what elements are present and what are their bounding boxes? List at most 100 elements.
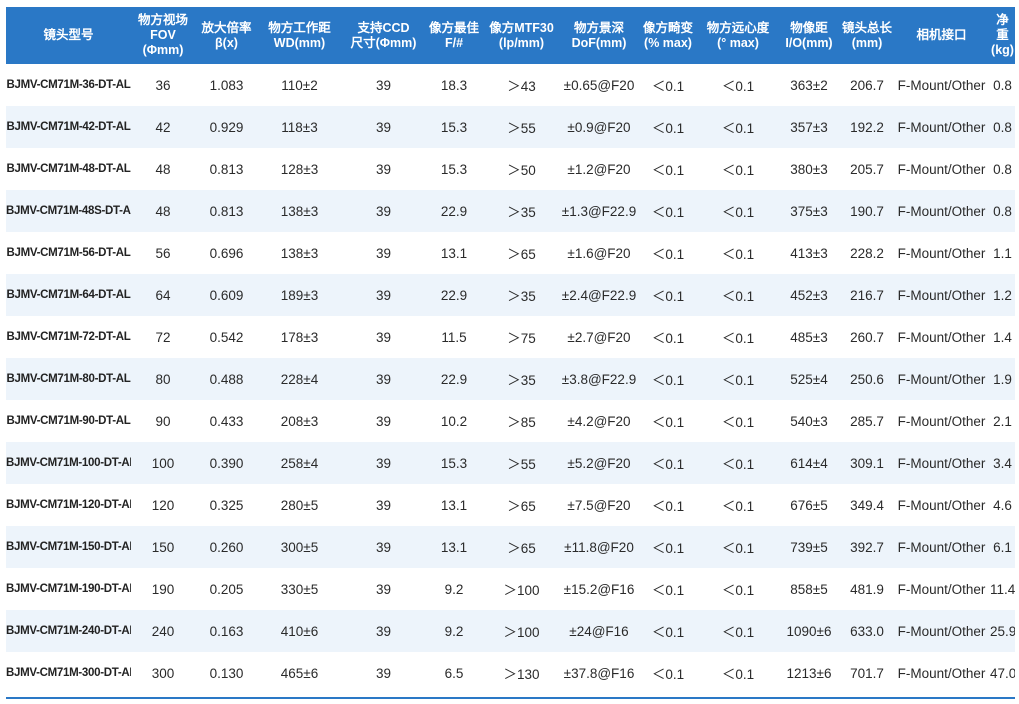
- spec-cell: ＜0.1: [637, 526, 699, 568]
- table-row: BJMV-CM71M-300-DT-AL 300 0.130 465±6 39 6.5 ＞1…: [6, 652, 1015, 694]
- spec-cell: 39: [341, 442, 426, 484]
- table-row: BJMV-CM71M-90-DT-AL 90 0.433 208±3 39 10.2 ＞85…: [6, 400, 1015, 442]
- spec-cell: 216.7: [841, 274, 893, 316]
- spec-cell: 633.0: [841, 610, 893, 652]
- spec-cell: 206.7: [841, 64, 893, 106]
- spec-cell: ±15.2@F16: [561, 568, 637, 610]
- spec-cell: ＞100: [482, 610, 561, 652]
- spec-cell: ＞85: [482, 400, 561, 442]
- column-header-line: 物方视场: [137, 13, 188, 27]
- table-row: BJMV-CM71M-42-DT-AL 42 0.929 118±3 39 15.3 ＞55…: [6, 106, 1015, 148]
- spec-cell: F-Mount/Other: [893, 64, 990, 106]
- spec-cell: 39: [341, 190, 426, 232]
- column-header-line: 尺寸(Φmm): [350, 35, 417, 50]
- spec-cell: ±11.8@F20: [561, 526, 637, 568]
- spec-cell: ＜0.1: [699, 652, 777, 694]
- spec-cell: 0.8: [990, 148, 1015, 190]
- spec-cell: 465±6: [258, 652, 341, 694]
- spec-cell: 128±3: [258, 148, 341, 190]
- spec-cell: 39: [341, 484, 426, 526]
- table-bottom-rule: [6, 697, 1015, 699]
- model-cell: BJMV-CM71M-56-DT-AL: [6, 232, 131, 274]
- spec-cell: 3.4: [990, 442, 1015, 484]
- spec-cell: 410±6: [258, 610, 341, 652]
- spec-cell: 110±2: [258, 64, 341, 106]
- spec-cell: 392.7: [841, 526, 893, 568]
- spec-cell: ＜0.1: [637, 442, 699, 484]
- spec-cell: 178±3: [258, 316, 341, 358]
- column-header: 净重 (kg): [990, 7, 1015, 64]
- spec-cell: 15.3: [426, 148, 482, 190]
- column-header: 物方视场 FOV (Φmm): [131, 7, 195, 64]
- model-cell: BJMV-CM71M-72-DT-AL: [6, 316, 131, 358]
- spec-cell: 39: [341, 148, 426, 190]
- spec-cell: ＜0.1: [699, 442, 777, 484]
- spec-cell: ±1.3@F22.9: [561, 190, 637, 232]
- spec-cell: 240: [131, 610, 195, 652]
- model-cell: BJMV-CM71M-150-DT-AL: [6, 526, 131, 568]
- spec-cell: ＜0.1: [637, 568, 699, 610]
- spec-cell: ＞55: [482, 106, 561, 148]
- spec-cell: 0.8: [990, 106, 1015, 148]
- spec-cell: 300: [131, 652, 195, 694]
- spec-cell: 18.3: [426, 64, 482, 106]
- spec-cell: ＜0.1: [637, 190, 699, 232]
- model-cell: BJMV-CM71M-100-DT-AL: [6, 442, 131, 484]
- spec-cell: 485±3: [777, 316, 841, 358]
- column-header-line: (% max): [644, 35, 692, 50]
- spec-cell: 39: [341, 232, 426, 274]
- spec-cell: 39: [341, 274, 426, 316]
- column-header: 镜头总长 (mm): [841, 7, 893, 64]
- spec-cell: 701.7: [841, 652, 893, 694]
- spec-cell: 100: [131, 442, 195, 484]
- spec-cell: 1.1: [990, 232, 1015, 274]
- spec-cell: F-Mount/Other: [893, 652, 990, 694]
- table-row: BJMV-CM71M-72-DT-AL 72 0.542 178±3 39 11.5 ＞75…: [6, 316, 1015, 358]
- table-row: BJMV-CM71M-150-DT-AL 150 0.260 300±5 39 13.1 ＞…: [6, 526, 1015, 568]
- spec-cell: 0.325: [195, 484, 258, 526]
- spec-cell: 11.5: [426, 316, 482, 358]
- spec-cell: F-Mount/Other: [893, 400, 990, 442]
- model-cell: BJMV-CM71M-48S-DT-AL: [6, 190, 131, 232]
- spec-cell: ＜0.1: [699, 148, 777, 190]
- spec-cell: 309.1: [841, 442, 893, 484]
- column-header-line: 物像距: [790, 20, 828, 35]
- column-header: 物方远心度 (° max): [699, 7, 777, 64]
- spec-cell: F-Mount/Other: [893, 568, 990, 610]
- column-header-line: 物方景深: [573, 20, 624, 35]
- column-header: 物方工作距 WD(mm): [258, 7, 341, 64]
- spec-cell: 228±4: [258, 358, 341, 400]
- spec-cell: ＜0.1: [637, 484, 699, 526]
- column-header-line: 相机接口: [916, 28, 967, 42]
- spec-cell: 39: [341, 316, 426, 358]
- spec-cell: 118±3: [258, 106, 341, 148]
- spec-cell: 39: [341, 64, 426, 106]
- spec-cell: 0.696: [195, 232, 258, 274]
- model-cell: BJMV-CM71M-80-DT-AL: [6, 358, 131, 400]
- spec-cell: ＜0.1: [699, 316, 777, 358]
- spec-cell: 330±5: [258, 568, 341, 610]
- spec-cell: 80: [131, 358, 195, 400]
- spec-cell: ＜0.1: [637, 652, 699, 694]
- spec-cell: ±1.6@F20: [561, 232, 637, 274]
- column-header-line: (° max): [717, 35, 759, 50]
- spec-cell: ＞65: [482, 526, 561, 568]
- spec-cell: ＞55: [482, 442, 561, 484]
- column-header-line: 支持CCD: [357, 20, 410, 35]
- column-header-line: I/O(mm): [785, 35, 833, 50]
- spec-cell: 0.433: [195, 400, 258, 442]
- spec-cell: F-Mount/Other: [893, 274, 990, 316]
- model-cell: BJMV-CM71M-36-DT-AL: [6, 64, 131, 106]
- spec-cell: ＜0.1: [637, 358, 699, 400]
- table-row: BJMV-CM71M-56-DT-AL 56 0.696 138±3 39 13.1 ＞65…: [6, 232, 1015, 274]
- spec-cell: ＞100: [482, 568, 561, 610]
- spec-cell: 9.2: [426, 568, 482, 610]
- spec-cell: ＜0.1: [637, 64, 699, 106]
- spec-cell: 64: [131, 274, 195, 316]
- spec-cell: 676±5: [777, 484, 841, 526]
- spec-cell: ±2.7@F20: [561, 316, 637, 358]
- spec-cell: 0.813: [195, 190, 258, 232]
- column-header-line: 镜头型号: [43, 28, 94, 42]
- spec-cell: 0.813: [195, 148, 258, 190]
- model-cell: BJMV-CM71M-48-DT-AL: [6, 148, 131, 190]
